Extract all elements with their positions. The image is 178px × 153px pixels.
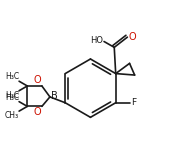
Text: H₃C: H₃C — [5, 93, 19, 102]
Text: H₃C: H₃C — [5, 72, 19, 81]
Text: O: O — [129, 32, 136, 42]
Text: O: O — [33, 107, 41, 117]
Text: F: F — [131, 98, 136, 107]
Text: HO: HO — [90, 36, 103, 45]
Text: CH₃: CH₃ — [5, 111, 19, 120]
Text: H₃C: H₃C — [5, 91, 19, 100]
Text: B: B — [51, 91, 57, 101]
Text: O: O — [33, 75, 41, 85]
